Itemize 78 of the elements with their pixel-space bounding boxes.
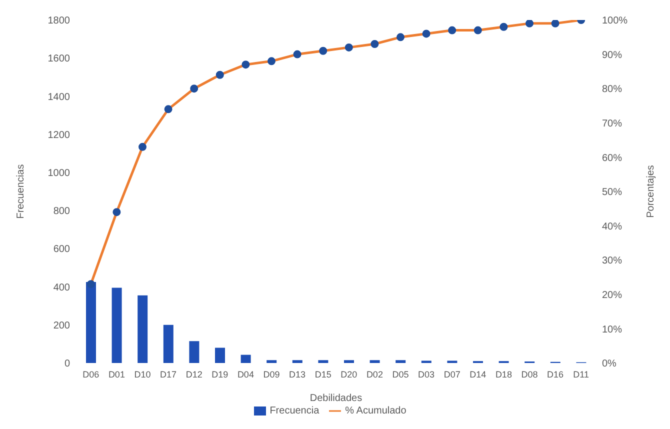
point: [268, 57, 276, 66]
y2-tick-label: 0%: [602, 358, 617, 370]
x-tick-label: D02: [366, 369, 383, 380]
y-tick-label: 1200: [48, 130, 70, 141]
y-tick-label: 800: [53, 206, 70, 218]
y2-tick-label: 30%: [602, 256, 622, 267]
x-tick-label: D13: [289, 369, 306, 380]
x-tick-label: D14: [470, 369, 486, 380]
y-tick-label: 1800: [48, 16, 70, 27]
x-tick-label: D10: [134, 369, 151, 380]
x-tick-label: D08: [521, 369, 538, 380]
point: [216, 70, 224, 79]
x-tick-label: D04: [237, 369, 254, 380]
x-axis-title: Debilidades: [310, 393, 362, 404]
x-tick-label: D01: [108, 369, 125, 380]
bar: [163, 324, 174, 363]
y-tick-label: 1400: [48, 92, 70, 103]
point: [112, 208, 121, 216]
bar: [344, 360, 354, 363]
point: [164, 105, 172, 114]
bar: [292, 360, 302, 363]
y2-tick-label: 80%: [602, 84, 622, 96]
point: [551, 20, 560, 28]
point: [448, 26, 456, 34]
bar: [318, 360, 328, 363]
x-tick-label: D03: [418, 369, 435, 380]
y2-tick-label: 60%: [602, 152, 622, 164]
y-tick-label: 600: [53, 244, 70, 256]
y2-tick-label: 90%: [602, 50, 622, 61]
point: [344, 43, 353, 52]
legend-label: % Acumulado: [345, 406, 406, 417]
x-tick-label: D18: [495, 369, 512, 380]
y2-tick-label: 50%: [602, 187, 622, 198]
x-tick-label: D05: [392, 369, 409, 380]
y2-axis-title: Porcentajes: [646, 165, 657, 218]
y-tick-label: 0: [64, 358, 70, 370]
bar: [86, 282, 96, 363]
bar: [189, 341, 200, 363]
y2-tick-label: 40%: [602, 221, 622, 232]
x-tick-label: D09: [263, 369, 280, 380]
x-tick-label: D07: [444, 369, 460, 380]
y2-tick-label: 70%: [602, 118, 622, 130]
point: [319, 46, 328, 55]
legend-label: Frecuencia: [270, 406, 320, 417]
point: [422, 30, 430, 38]
point: [138, 142, 146, 151]
point: [396, 33, 404, 42]
y2-tick-label: 10%: [602, 324, 622, 336]
x-tick-label: D11: [573, 369, 590, 380]
x-tick-label: D20: [340, 369, 358, 380]
y-axis-title: Frecuencias: [16, 164, 27, 219]
bar: [138, 295, 148, 363]
y-tick-label: 200: [53, 320, 70, 332]
bar: [240, 354, 251, 363]
point: [86, 280, 95, 288]
point: [190, 84, 198, 93]
point: [474, 26, 482, 34]
y2-tick-label: 20%: [602, 290, 622, 301]
bar: [112, 288, 122, 363]
x-tick-label: D15: [314, 369, 332, 380]
y-tick-label: 1600: [48, 54, 70, 65]
point: [293, 50, 302, 58]
bar: [396, 360, 406, 363]
x-tick-label: D06: [82, 369, 100, 380]
bar: [215, 348, 225, 363]
point: [526, 20, 534, 28]
x-tick-label: D12: [186, 369, 202, 380]
y2-tick-label: 100%: [602, 16, 628, 27]
bar: [370, 360, 380, 363]
point: [242, 60, 250, 69]
point: [370, 40, 379, 48]
y-tick-label: 400: [53, 282, 70, 294]
x-tick-label: D19: [212, 369, 228, 380]
point: [500, 22, 508, 31]
x-tick-label: D16: [547, 369, 564, 380]
y-tick-label: 1000: [48, 168, 70, 179]
x-tick-label: D17: [160, 369, 177, 380]
bar: [266, 360, 277, 363]
